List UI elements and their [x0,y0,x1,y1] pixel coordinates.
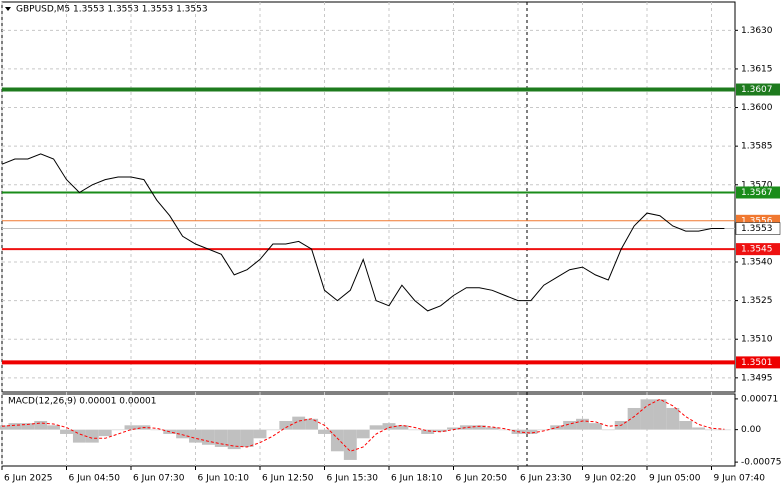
macd-bar [111,429,125,431]
macd-bar [227,429,241,450]
level-label: 1.3501 [741,358,773,368]
macd-bar [318,429,331,434]
y-tick-label: 1.3510 [741,335,773,345]
macd-bar [382,423,396,430]
macd-bar [21,423,35,430]
macd-bar [627,407,641,430]
macd-bar [305,418,319,430]
macd-bar [472,425,486,430]
macd-bar [588,423,602,430]
macd-bar [85,429,99,443]
macd-bar [356,429,370,439]
x-tick-label: 6 Jun 10:10 [198,474,250,484]
level-label: 1.3607 [741,85,773,95]
y-tick-label: 1.3525 [741,296,773,306]
x-tick-label: 9 Jun 05:00 [649,474,701,484]
macd-bar [498,429,512,431]
y-tick-label: 1.3615 [741,64,773,74]
macd-bar [408,429,422,431]
macd-bar [47,425,61,430]
macd-bar [692,427,706,430]
price-line [1,153,725,312]
x-tick-label: 6 Jun 20:50 [456,474,508,484]
y-tick-label: 1.3585 [741,142,773,152]
macd-bar [240,429,254,447]
macd-bar [292,416,306,430]
y-tick-label: 1.3495 [741,373,773,383]
macd-bar [434,429,448,432]
x-tick-label: 6 Jun 15:30 [327,474,379,484]
x-tick-label: 6 Jun 2025 [4,474,52,484]
macd-bar [421,429,435,434]
macd-bar [369,425,383,430]
macd-bar [653,399,667,430]
macd-bar [459,425,473,430]
x-tick-label: 6 Jun 04:50 [69,474,121,484]
level-label-box [736,356,780,369]
y-tick-label: 1.3540 [741,258,773,268]
macd-bar [343,429,357,460]
level-label-box [736,243,780,256]
macd-bar [176,429,190,439]
price-title: GBPUSD,M5 1.3553 1.3553 1.3553 1.3553 [16,5,208,15]
macd-bar [717,429,731,431]
macd-bar [150,429,164,431]
macd-bar [124,425,138,430]
x-tick-label: 6 Jun 18:10 [391,474,443,484]
macd-bar [253,429,267,439]
symbol-icon [5,7,11,11]
x-tick-label: 6 Jun 07:30 [133,474,185,484]
level-label: 1.3556 [741,216,773,226]
macd-bar [705,429,718,431]
x-tick-label: 6 Jun 23:30 [520,474,572,484]
macd-bar [98,429,112,437]
y-tick-label: 1.3570 [741,180,773,190]
macd-bar [485,427,499,430]
x-tick-label: 9 Jun 02:20 [585,474,637,484]
macd-bar [395,425,409,430]
y-tick-label: 0.00071 [741,394,778,404]
y-tick-label: 1.3600 [741,103,773,113]
y-tick-label: -0.00075 [741,458,781,468]
level-label-box [736,83,780,96]
level-label: 1.3545 [741,245,773,255]
macd-bar [666,407,680,430]
signal-line [1,398,725,452]
current-price-box [735,222,781,235]
level-label-box [736,186,780,199]
x-tick-label: 9 Jun 07:40 [714,474,766,484]
macd-bar [537,429,551,431]
macd-bar [679,420,693,430]
macd-bar [189,429,202,443]
x-tick-label: 6 Jun 12:50 [262,474,314,484]
macd-title: MACD(12,26,9) 0.00001 0.00001 [8,397,157,407]
macd-bar [524,429,538,434]
macd-bar [447,427,460,430]
macd-bar [279,420,293,430]
macd-bar [330,429,344,452]
macd-bar [563,420,577,430]
level-label: 1.3567 [741,188,773,198]
macd-bar [72,429,86,443]
macd-bar [640,399,654,430]
macd-bar [8,423,22,430]
macd-bar [576,418,589,430]
macd-bar [0,425,9,430]
macd-bar [34,420,48,430]
y-tick-label: 0.00 [741,425,761,435]
macd-bar [266,429,280,431]
macd-bar [60,429,73,434]
y-tick-label: 1.3630 [741,26,773,36]
macd-bar [201,429,215,445]
macd-bar [214,429,228,447]
current-price-label: 1.3553 [741,224,773,234]
macd-bar [601,429,615,431]
